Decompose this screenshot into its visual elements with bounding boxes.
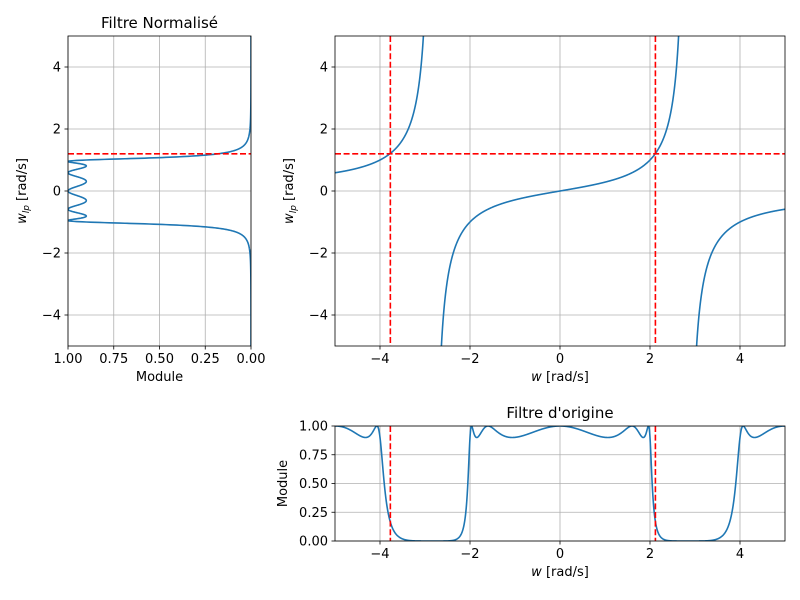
y-tick-label: −4 [309, 309, 328, 324]
y-axis-label-var: w [282, 213, 297, 224]
y-tick-label: 0.50 [299, 477, 328, 492]
axes-frame [67, 35, 252, 347]
x-tick-label: −4 [370, 352, 389, 367]
x-axis-label-var: w [531, 370, 542, 385]
x-tick-label: 0 [556, 547, 564, 562]
y-axis-label-sub: lp [22, 205, 32, 214]
series-line [335, 426, 785, 541]
x-axis-label-unit: [rad/s] [542, 565, 589, 580]
axes-frame [334, 425, 786, 542]
x-axis-label: Module [136, 370, 183, 385]
x-axis-label: w [rad/s] [531, 370, 589, 385]
y-axis-label-sub: lp [289, 205, 299, 214]
y-tick-label: 4 [320, 61, 328, 76]
x-axis-label: w [rad/s] [531, 565, 589, 580]
y-axis-label-var: w [15, 213, 30, 224]
chart-title: Filtre d'origine [506, 404, 613, 422]
x-axis-label-var: w [531, 565, 542, 580]
y-tick-label: 2 [320, 123, 328, 138]
x-tick-label: 1.00 [54, 352, 83, 367]
axes-frame [334, 35, 786, 347]
subplot-3: −4 −2 0 2 4 0.00 0.25 0.50 0.75 1.00 Filtre d'orig… [276, 404, 786, 580]
x-tick-label: 4 [736, 352, 744, 367]
plot-area [335, 426, 785, 541]
plot-area [335, 36, 785, 346]
x-tick-label: 0.25 [191, 352, 220, 367]
x-tick-label: −4 [370, 547, 389, 562]
y-axis-label: Module [276, 460, 291, 507]
x-axis-label-unit: [rad/s] [542, 370, 589, 385]
series-line [695, 208, 785, 346]
y-tick-label: 0.00 [299, 535, 328, 550]
x-tick-label: 0.00 [237, 352, 266, 367]
y-tick-label: 0.25 [299, 506, 328, 521]
y-tick-label: 4 [53, 61, 61, 76]
x-tick-label: 2 [646, 547, 654, 562]
y-axis-label: wlp [rad/s] [282, 158, 299, 224]
y-axis-label-unit: [rad/s] [15, 158, 30, 205]
y-tick-label: 0 [320, 185, 328, 200]
series-line [335, 36, 425, 174]
x-tick-label: −2 [460, 547, 479, 562]
x-tick-label: 0 [556, 352, 564, 367]
y-axis-label: wlp [rad/s] [15, 158, 32, 224]
chart-title: Filtre Normalisé [101, 14, 218, 32]
y-tick-label: −2 [42, 247, 61, 262]
y-tick-label: 0.75 [299, 448, 328, 463]
x-tick-label: 0.75 [99, 352, 128, 367]
y-tick-label: 0 [53, 185, 61, 200]
y-tick-label: −2 [309, 247, 328, 262]
y-tick-label: 2 [53, 123, 61, 138]
y-tick-label: 1.00 [299, 420, 328, 435]
series-line [440, 36, 680, 346]
subplot-1: 1.00 0.75 0.50 0.25 0.00 −4 −2 0 2 4 Filtre Normal… [15, 14, 265, 385]
x-tick-label: 2 [646, 352, 654, 367]
y-tick-label: −4 [42, 309, 61, 324]
x-tick-label: 4 [736, 547, 744, 562]
x-tick-label: 0.50 [145, 352, 174, 367]
y-axis-label-unit: [rad/s] [282, 158, 297, 205]
x-tick-label: −2 [460, 352, 479, 367]
